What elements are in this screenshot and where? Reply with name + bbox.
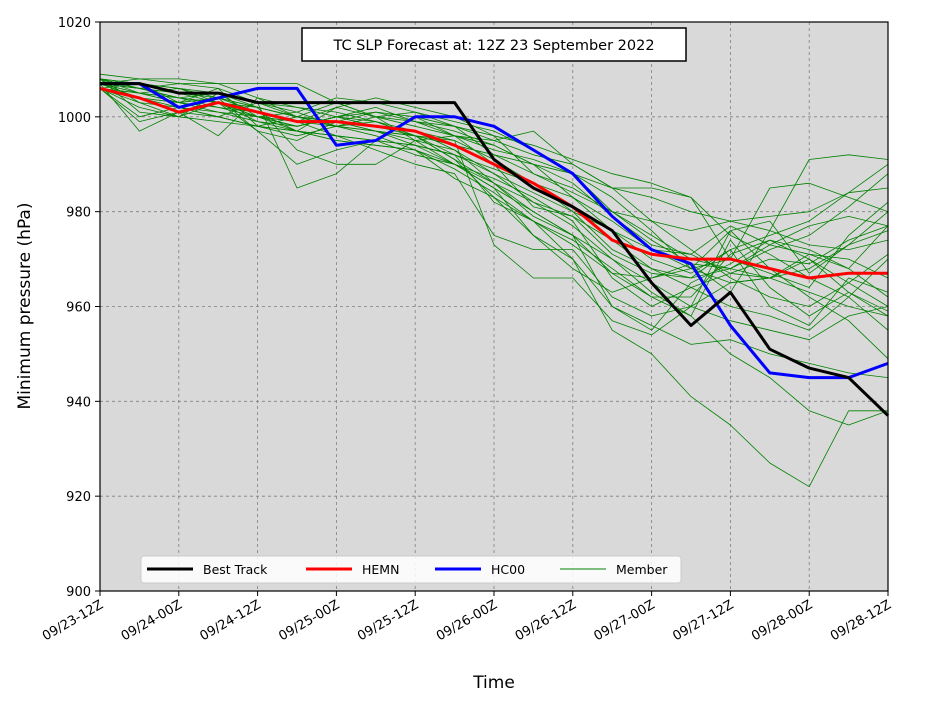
x-tick-label: 09/24-12Z [198,597,264,644]
chart-title: TC SLP Forecast at: 12Z 23 September 202… [332,38,654,54]
legend-label: HC00 [491,562,525,577]
legend-label: HEMN [362,562,399,577]
x-tick-label: 09/28-12Z [828,597,894,644]
y-tick-label: 900 [66,585,91,600]
series-line-hemn [99,86,888,280]
x-tick-label: 09/27-12Z [670,597,736,644]
y-tick-label: 980 [66,206,91,221]
legend-label: Member [616,562,668,577]
y-tick-label: 1020 [58,16,91,31]
legend-box [140,555,682,584]
member-line [99,83,889,336]
y-tick-label: 960 [66,301,91,316]
main-lines [99,82,890,417]
x-tick-label: 09/26-12Z [513,597,579,644]
x-tick-label: 09/23-12Z [40,597,106,644]
y-tick-label: 1000 [58,111,91,126]
member-line [100,83,889,270]
chart-title-box: TC SLP Forecast at: 12Z 23 September 202… [301,27,687,62]
member-line [99,88,889,288]
member-line [99,83,888,488]
y-tick-label: 940 [66,395,91,410]
y-tick-label: 920 [66,490,91,505]
x-axis: 09/23-12Z 09/24-00Z 09/24-12Z 09/25-00Z 09/2… [40,591,894,644]
x-tick-label: 09/24-00Z [119,597,185,644]
y-axis-label: Minimum pressure (hPa) [15,203,35,410]
y-axis: 900 920 940 960 980 1000 1020 [58,16,100,600]
member-line [99,83,889,359]
x-axis-label: Time [472,673,515,693]
x-tick-label: 09/26-00Z [434,597,500,644]
x-tick-label: 09/25-12Z [355,597,421,644]
member-line [99,88,889,312]
series-line-best-track [100,82,890,417]
member-line [99,83,889,232]
legend: Best Track HEMN HC00 Member [140,555,682,584]
legend-label: Best Track [203,562,268,577]
x-tick-label: 09/25-00Z [276,597,342,644]
x-tick-label: 09/27-00Z [592,597,658,644]
x-tick-label: 09/28-00Z [749,597,815,644]
